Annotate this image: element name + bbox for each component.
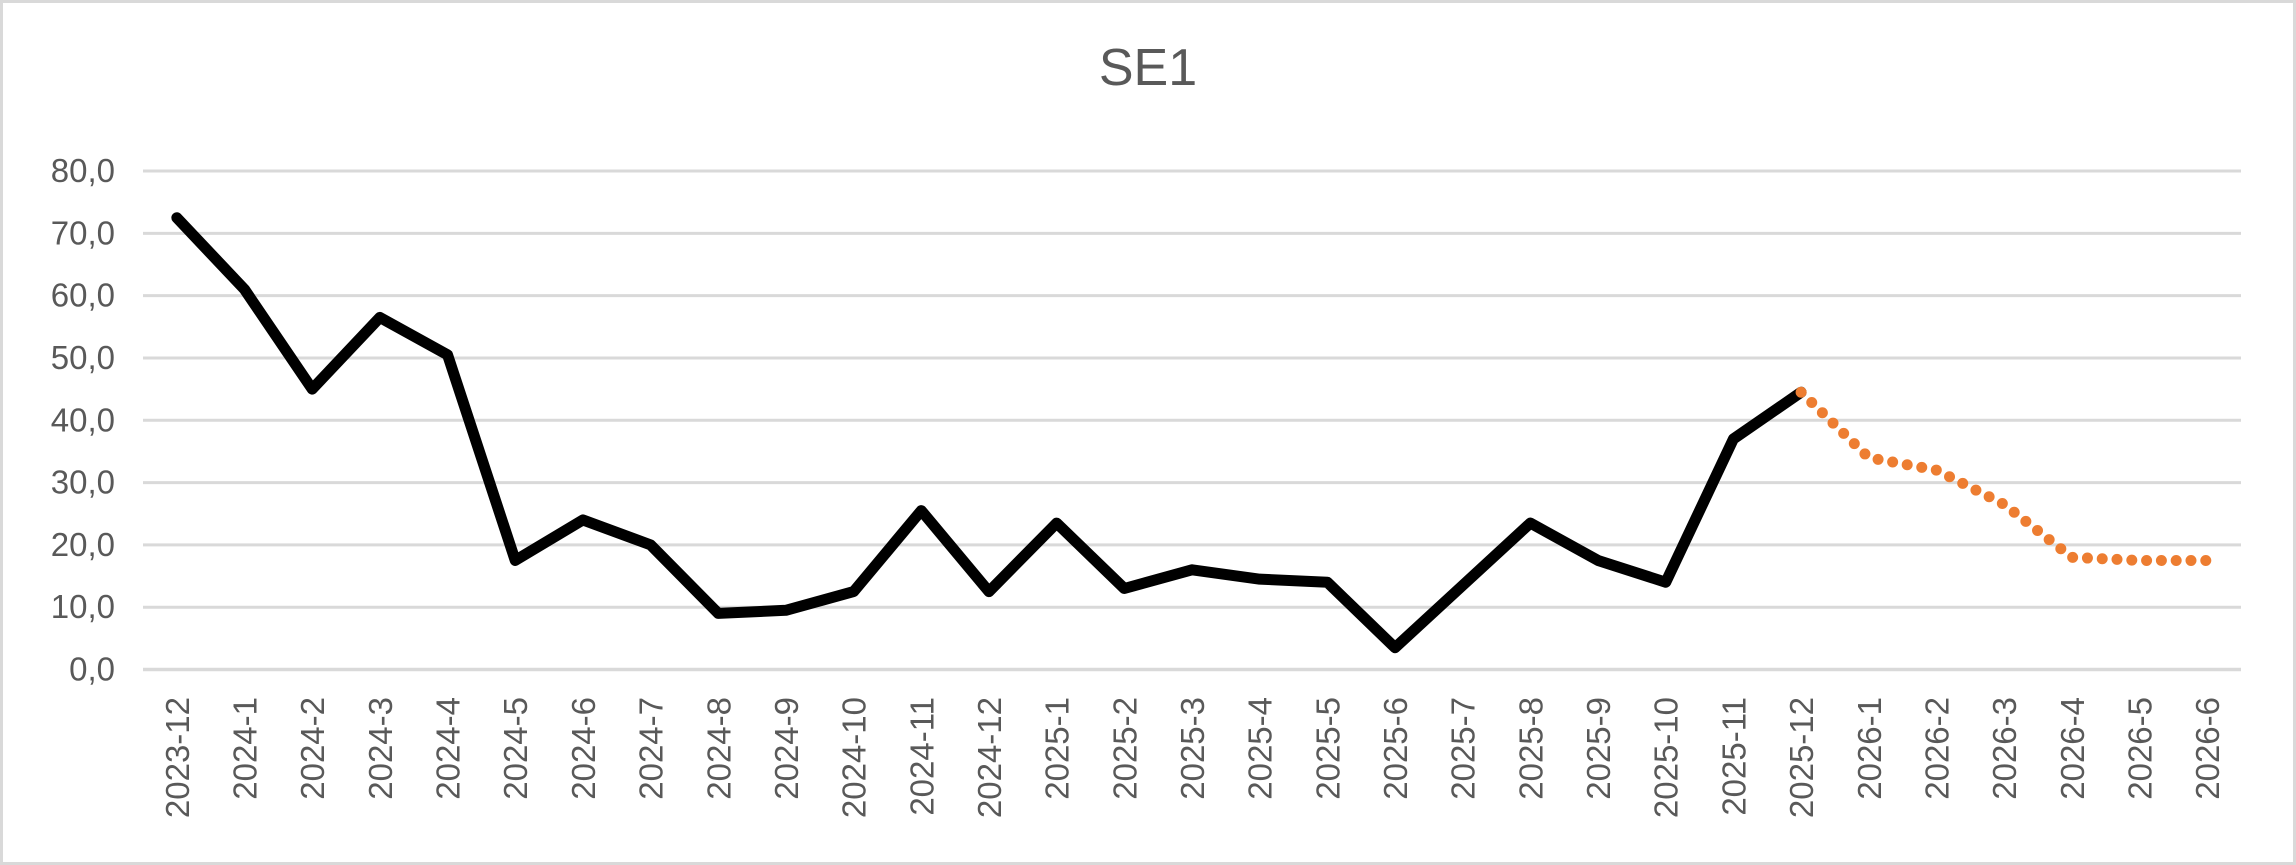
y-axis-tick-label: 30,0 [51, 464, 115, 501]
y-axis-tick-label: 60,0 [51, 277, 115, 314]
x-axis-tick-label: 2024-9 [768, 697, 805, 800]
x-axis-tick-label: 2025-8 [1512, 697, 1549, 800]
x-axis-tick-label: 2024-3 [362, 697, 399, 800]
y-axis-tick-label: 10,0 [51, 588, 115, 625]
x-axis-tick-label: 2024-12 [971, 697, 1008, 818]
x-axis-tick-label: 2024-8 [700, 697, 737, 800]
x-axis-tick-label: 2024-4 [430, 697, 467, 800]
x-axis-tick-label: 2025-4 [1242, 697, 1279, 800]
y-axis-tick-label: 80,0 [51, 152, 115, 189]
x-axis-tick-label: 2025-6 [1377, 697, 1414, 800]
gridlines-group [143, 169, 2241, 672]
x-axis-tick-label: 2024-2 [294, 697, 331, 800]
chart-canvas: 80,0 70,0 60,0 50,0 40,0 30,0 20,0 10,0 0,0 2023… [51, 39, 2241, 818]
actual-series-line [171, 212, 1807, 654]
x-axis-tick-label: 2024-10 [836, 697, 873, 818]
x-axis-tick-label: 2026-1 [1851, 697, 1888, 800]
x-axis-tick-label: 2025-3 [1174, 697, 1211, 800]
y-axis-tick-label: 70,0 [51, 214, 115, 251]
x-axis-tick-label: 2024-11 [903, 697, 940, 816]
y-axis-tick-label: 20,0 [51, 526, 115, 563]
chart-title: SE1 [1099, 39, 1197, 97]
x-axis-tick-label: 2024-7 [633, 697, 670, 800]
x-axis-tick-label: 2023-12 [159, 697, 196, 818]
x-axis-tick-label: 2026-5 [2121, 697, 2158, 800]
series-group [171, 212, 2213, 654]
x-axis-tick-label: 2026-3 [1986, 697, 2023, 800]
y-axis-tick-label: 40,0 [51, 401, 115, 438]
x-axis-tick-label: 2026-6 [2189, 697, 2226, 800]
x-axis-tick-label: 2025-7 [1445, 697, 1482, 800]
x-axis-tick-label: 2024-6 [565, 697, 602, 800]
x-axis-tick-label: 2026-2 [1918, 697, 1955, 800]
x-axis-tick-label: 2025-12 [1783, 697, 1820, 818]
y-axis-tick-label: 0,0 [69, 651, 115, 688]
x-axis-tick-label: 2026-4 [2054, 697, 2091, 800]
x-axis-labels-group: 2023-12 2024-1 2024-2 2024-3 2024-4 2024-5 202… [159, 697, 2226, 818]
x-axis-tick-label: 2025-5 [1309, 697, 1346, 800]
x-axis-tick-label: 2024-5 [497, 697, 534, 800]
x-axis-tick-label: 2025-10 [1648, 697, 1685, 818]
x-axis-tick-label: 2025-11 [1715, 697, 1752, 816]
x-axis-tick-label: 2025-1 [1039, 697, 1076, 800]
x-axis-tick-label: 2025-9 [1580, 697, 1617, 800]
y-axis-labels-group: 80,0 70,0 60,0 50,0 40,0 30,0 20,0 10,0 0,0 [51, 152, 115, 688]
forecast-series-line [1795, 386, 2213, 566]
x-axis-tick-label: 2025-2 [1106, 697, 1143, 800]
x-axis-tick-label: 2024-1 [227, 697, 264, 800]
y-axis-tick-label: 50,0 [51, 339, 115, 376]
